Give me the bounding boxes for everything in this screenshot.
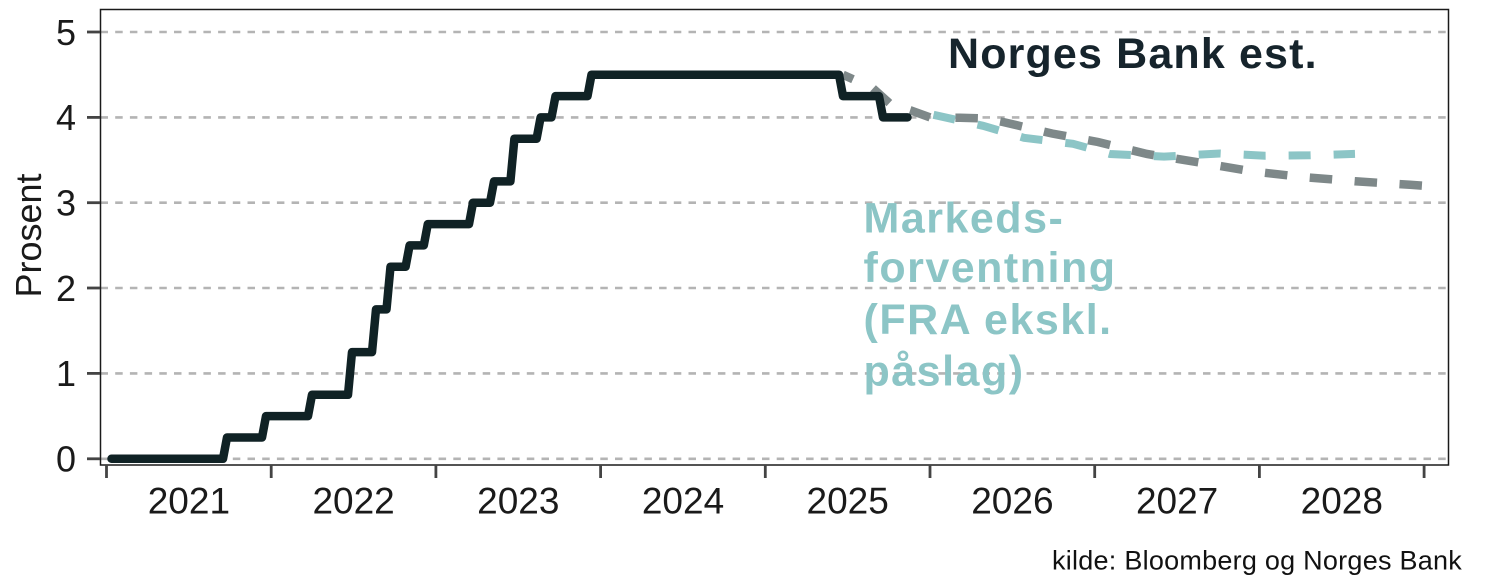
svg-text:2028: 2028: [1301, 481, 1383, 522]
svg-text:1: 1: [56, 353, 76, 394]
svg-text:2024: 2024: [642, 481, 724, 522]
svg-text:3: 3: [56, 183, 76, 224]
svg-text:5: 5: [56, 12, 76, 53]
svg-text:forventning: forventning: [864, 244, 1117, 292]
svg-text:2022: 2022: [312, 481, 394, 522]
svg-text:2025: 2025: [807, 481, 889, 522]
svg-text:(FRA ekskl.: (FRA ekskl.: [864, 296, 1113, 344]
svg-text:2027: 2027: [1136, 481, 1218, 522]
svg-text:påslag): påslag): [864, 347, 1025, 395]
svg-text:Prosent: Prosent: [8, 173, 49, 297]
svg-text:0: 0: [56, 439, 76, 480]
svg-text:2026: 2026: [971, 481, 1053, 522]
svg-text:Norges Bank est.: Norges Bank est.: [948, 30, 1318, 78]
svg-text:2023: 2023: [477, 481, 559, 522]
svg-text:4: 4: [56, 97, 76, 138]
svg-text:kilde: Bloomberg og Norges Ban: kilde: Bloomberg og Norges Bank: [1052, 546, 1462, 576]
svg-text:2: 2: [56, 268, 76, 309]
svg-text:Markeds-: Markeds-: [864, 195, 1065, 243]
svg-text:2021: 2021: [148, 481, 230, 522]
